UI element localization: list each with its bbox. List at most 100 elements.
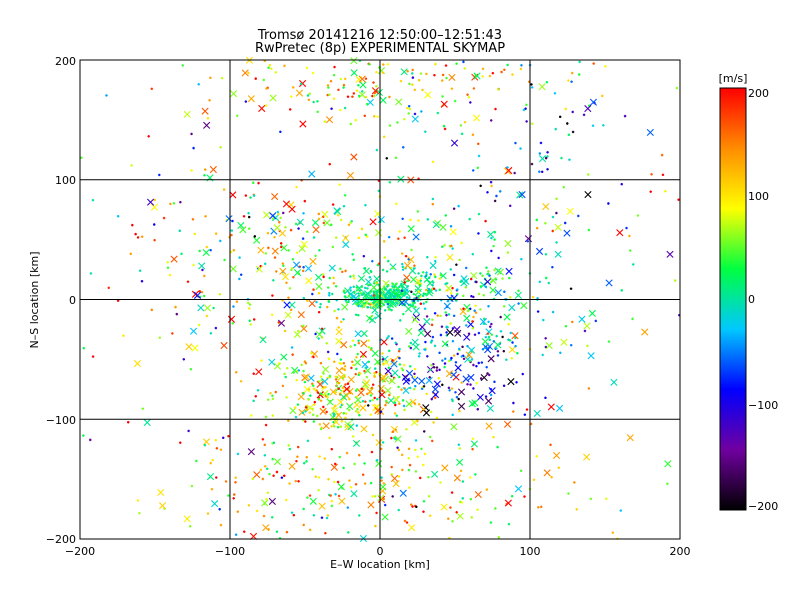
scatter-point xyxy=(441,245,444,248)
scatter-point xyxy=(391,266,394,270)
scatter-point xyxy=(372,294,376,297)
scatter-point xyxy=(295,185,298,189)
scatter-point xyxy=(201,268,204,272)
scatter-x-marker xyxy=(257,246,265,254)
scatter-point xyxy=(403,236,406,239)
scatter-x-marker xyxy=(449,228,457,236)
scatter-point xyxy=(371,398,374,402)
scatter-point xyxy=(299,82,303,86)
scatter-x-marker xyxy=(288,205,296,213)
scatter-point xyxy=(391,282,394,285)
scatter-point xyxy=(398,363,402,366)
scatter-x-marker xyxy=(494,289,502,297)
scatter-point xyxy=(519,67,523,71)
scatter-x-marker xyxy=(297,393,305,401)
scatter-point xyxy=(607,340,611,343)
scatter-point xyxy=(438,368,441,372)
scatter-point xyxy=(430,323,434,327)
scatter-point xyxy=(431,197,435,201)
scatter-point xyxy=(351,95,354,98)
scatter-point xyxy=(450,356,453,360)
scatter-point xyxy=(317,292,321,295)
scatter-x-marker xyxy=(338,497,346,505)
scatter-point xyxy=(400,252,404,255)
scatter-x-marker xyxy=(494,267,502,275)
scatter-x-marker xyxy=(258,104,266,113)
scatter-point xyxy=(408,345,411,348)
scatter-point xyxy=(437,377,440,380)
scatter-x-marker xyxy=(157,488,165,497)
scatter-point xyxy=(452,273,456,277)
scatter-x-marker xyxy=(281,273,290,281)
scatter-point xyxy=(431,202,434,206)
scatter-point xyxy=(592,62,595,65)
scatter-x-marker xyxy=(467,346,476,354)
scatter-point xyxy=(367,339,370,342)
scatter-point xyxy=(512,410,515,413)
scatter-point xyxy=(559,351,562,354)
scatter-point xyxy=(329,79,333,83)
scatter-point xyxy=(251,477,254,481)
scatter-point xyxy=(375,85,378,88)
scatter-point xyxy=(324,394,327,398)
scatter-point xyxy=(275,530,279,533)
scatter-point xyxy=(464,286,468,289)
scatter-point xyxy=(235,300,239,303)
scatter-point xyxy=(388,181,392,184)
scatter-x-marker xyxy=(474,490,482,499)
scatter-point xyxy=(333,309,336,313)
scatter-point xyxy=(398,375,401,379)
scatter-point xyxy=(540,170,544,173)
scatter-x-marker xyxy=(183,515,191,523)
scatter-x-marker xyxy=(350,57,358,65)
scatter-point xyxy=(364,204,367,207)
scatter-point xyxy=(309,528,312,532)
scatter-point xyxy=(408,296,411,300)
scatter-point xyxy=(305,66,309,70)
scatter-x-marker xyxy=(225,215,233,223)
scatter-point xyxy=(382,293,385,296)
scatter-point xyxy=(166,261,169,264)
scatter-x-marker xyxy=(335,337,343,345)
scatter-point xyxy=(351,253,354,256)
scatter-point xyxy=(482,322,486,325)
scatter-point xyxy=(187,429,190,433)
scatter-point xyxy=(203,443,207,447)
scatter-point xyxy=(323,120,327,123)
scatter-x-marker xyxy=(305,277,313,285)
scatter-point xyxy=(373,367,377,370)
scatter-point xyxy=(463,67,467,70)
scatter-point xyxy=(312,384,315,387)
scatter-point xyxy=(546,168,549,171)
scatter-point xyxy=(272,279,275,282)
scatter-point xyxy=(438,351,441,355)
scatter-point xyxy=(489,393,493,397)
scatter-point xyxy=(439,333,443,337)
scatter-point xyxy=(397,475,401,478)
scatter-point xyxy=(383,240,386,243)
scatter-point xyxy=(451,339,455,343)
scatter-x-marker xyxy=(520,302,528,310)
scatter-point xyxy=(551,215,555,219)
scatter-point xyxy=(266,231,270,235)
scatter-point xyxy=(369,481,373,485)
scatter-point xyxy=(283,64,286,68)
scatter-point xyxy=(281,262,285,265)
scatter-point xyxy=(150,308,153,312)
scatter-point xyxy=(244,194,248,197)
scatter-point xyxy=(449,322,452,325)
scatter-point xyxy=(555,197,558,200)
scatter-point xyxy=(514,344,517,348)
scatter-x-marker xyxy=(273,362,282,370)
scatter-point xyxy=(429,410,433,414)
scatter-x-marker xyxy=(341,303,349,311)
scatter-x-marker xyxy=(241,69,249,77)
scatter-point xyxy=(254,77,257,80)
scatter-x-marker xyxy=(191,344,199,352)
scatter-x-marker xyxy=(262,524,270,532)
scatter-point xyxy=(473,309,476,312)
scatter-point xyxy=(470,358,474,361)
scatter-x-marker xyxy=(309,497,317,505)
scatter-point xyxy=(352,435,355,438)
scatter-x-marker xyxy=(484,397,493,405)
